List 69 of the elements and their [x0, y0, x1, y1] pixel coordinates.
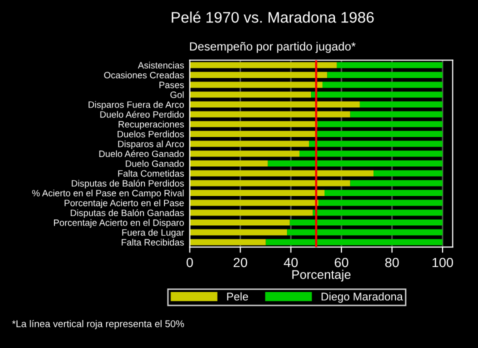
chart-subtitle: Desempeño por partido jugado* [190, 42, 356, 53]
bar [190, 130, 316, 138]
bar [190, 150, 300, 157]
bar [190, 140, 310, 147]
bar [190, 121, 318, 128]
x-tick-label: 60 [334, 258, 348, 268]
bar [190, 72, 328, 78]
y-tick-label: Falta Recibidas [122, 238, 184, 246]
bar [324, 190, 443, 196]
y-tick-label: Gol [170, 91, 184, 98]
bar [266, 239, 443, 246]
bar [360, 101, 443, 108]
y-tick-label: Recuperaciones [118, 120, 184, 130]
y-tick-label: Porcentaje Acierto en el Disparo [54, 219, 184, 228]
bar [190, 62, 337, 68]
bar [190, 210, 313, 216]
y-tick-label: Ocasiones Creadas [104, 72, 184, 78]
bar [190, 82, 322, 88]
legend-label: Diego Maradona [322, 292, 403, 303]
x-tick-label: 0 [186, 258, 193, 268]
y-tick-label: % Acierto en el Pase en Campo Rival [32, 190, 184, 198]
x-axis-title: Porcentaje [292, 270, 351, 282]
y-tick-label: Duelo Aéreo Perdido [100, 110, 184, 118]
y-tick-label: Asistencias [138, 62, 184, 69]
bar [322, 82, 443, 88]
bar [190, 111, 350, 118]
bar [190, 160, 268, 167]
bar [318, 121, 443, 128]
y-tick-label: Duelos Perdidos [118, 130, 184, 138]
bar [190, 190, 324, 196]
y-tick-label: Disputas de Balón Perdidos [72, 180, 184, 188]
bar [312, 210, 443, 216]
y-tick-label: Duelo Aéreo Ganado [99, 150, 184, 158]
y-tick-label: Disparos Fuera de Arco [88, 101, 184, 110]
bar [190, 101, 360, 108]
legend-label: Pele [227, 292, 248, 301]
bar [190, 200, 318, 206]
bar [350, 111, 443, 118]
bar [290, 219, 443, 226]
bar [190, 239, 266, 246]
y-tick-label: Duelo Ganado [126, 160, 184, 167]
bar [316, 130, 443, 138]
bar [299, 150, 443, 157]
bar [190, 180, 350, 186]
bar [190, 92, 312, 98]
bar [190, 170, 374, 176]
bar [190, 229, 288, 236]
bar [336, 62, 443, 68]
x-tick-label: 40 [284, 258, 298, 268]
x-tick-label: 100 [432, 258, 454, 268]
bar [374, 170, 443, 176]
bar [311, 92, 443, 98]
bar [318, 200, 443, 206]
bar [309, 140, 443, 147]
y-tick-label: Falta Cometidas [118, 170, 184, 177]
y-tick-label: Fuera de Lugar [122, 229, 184, 238]
chart-title: Pelé 1970 vs. Maradona 1986 [172, 11, 374, 23]
bar [287, 229, 443, 236]
y-tick-label: Pases [159, 82, 184, 88]
text: *La línea vertical roja representa el 50% [12, 320, 184, 330]
bar [327, 72, 443, 78]
bar [190, 219, 290, 226]
bar [350, 180, 443, 186]
x-tick-label: 20 [234, 258, 248, 268]
y-tick-label: Disparos al Arco [118, 140, 184, 150]
bar [268, 160, 443, 167]
x-tick-label: 80 [385, 258, 399, 268]
y-tick-label: Porcentaje Acierto en el Pase [64, 200, 184, 208]
y-tick-label: Disputas de Balón Ganadas [70, 209, 184, 218]
